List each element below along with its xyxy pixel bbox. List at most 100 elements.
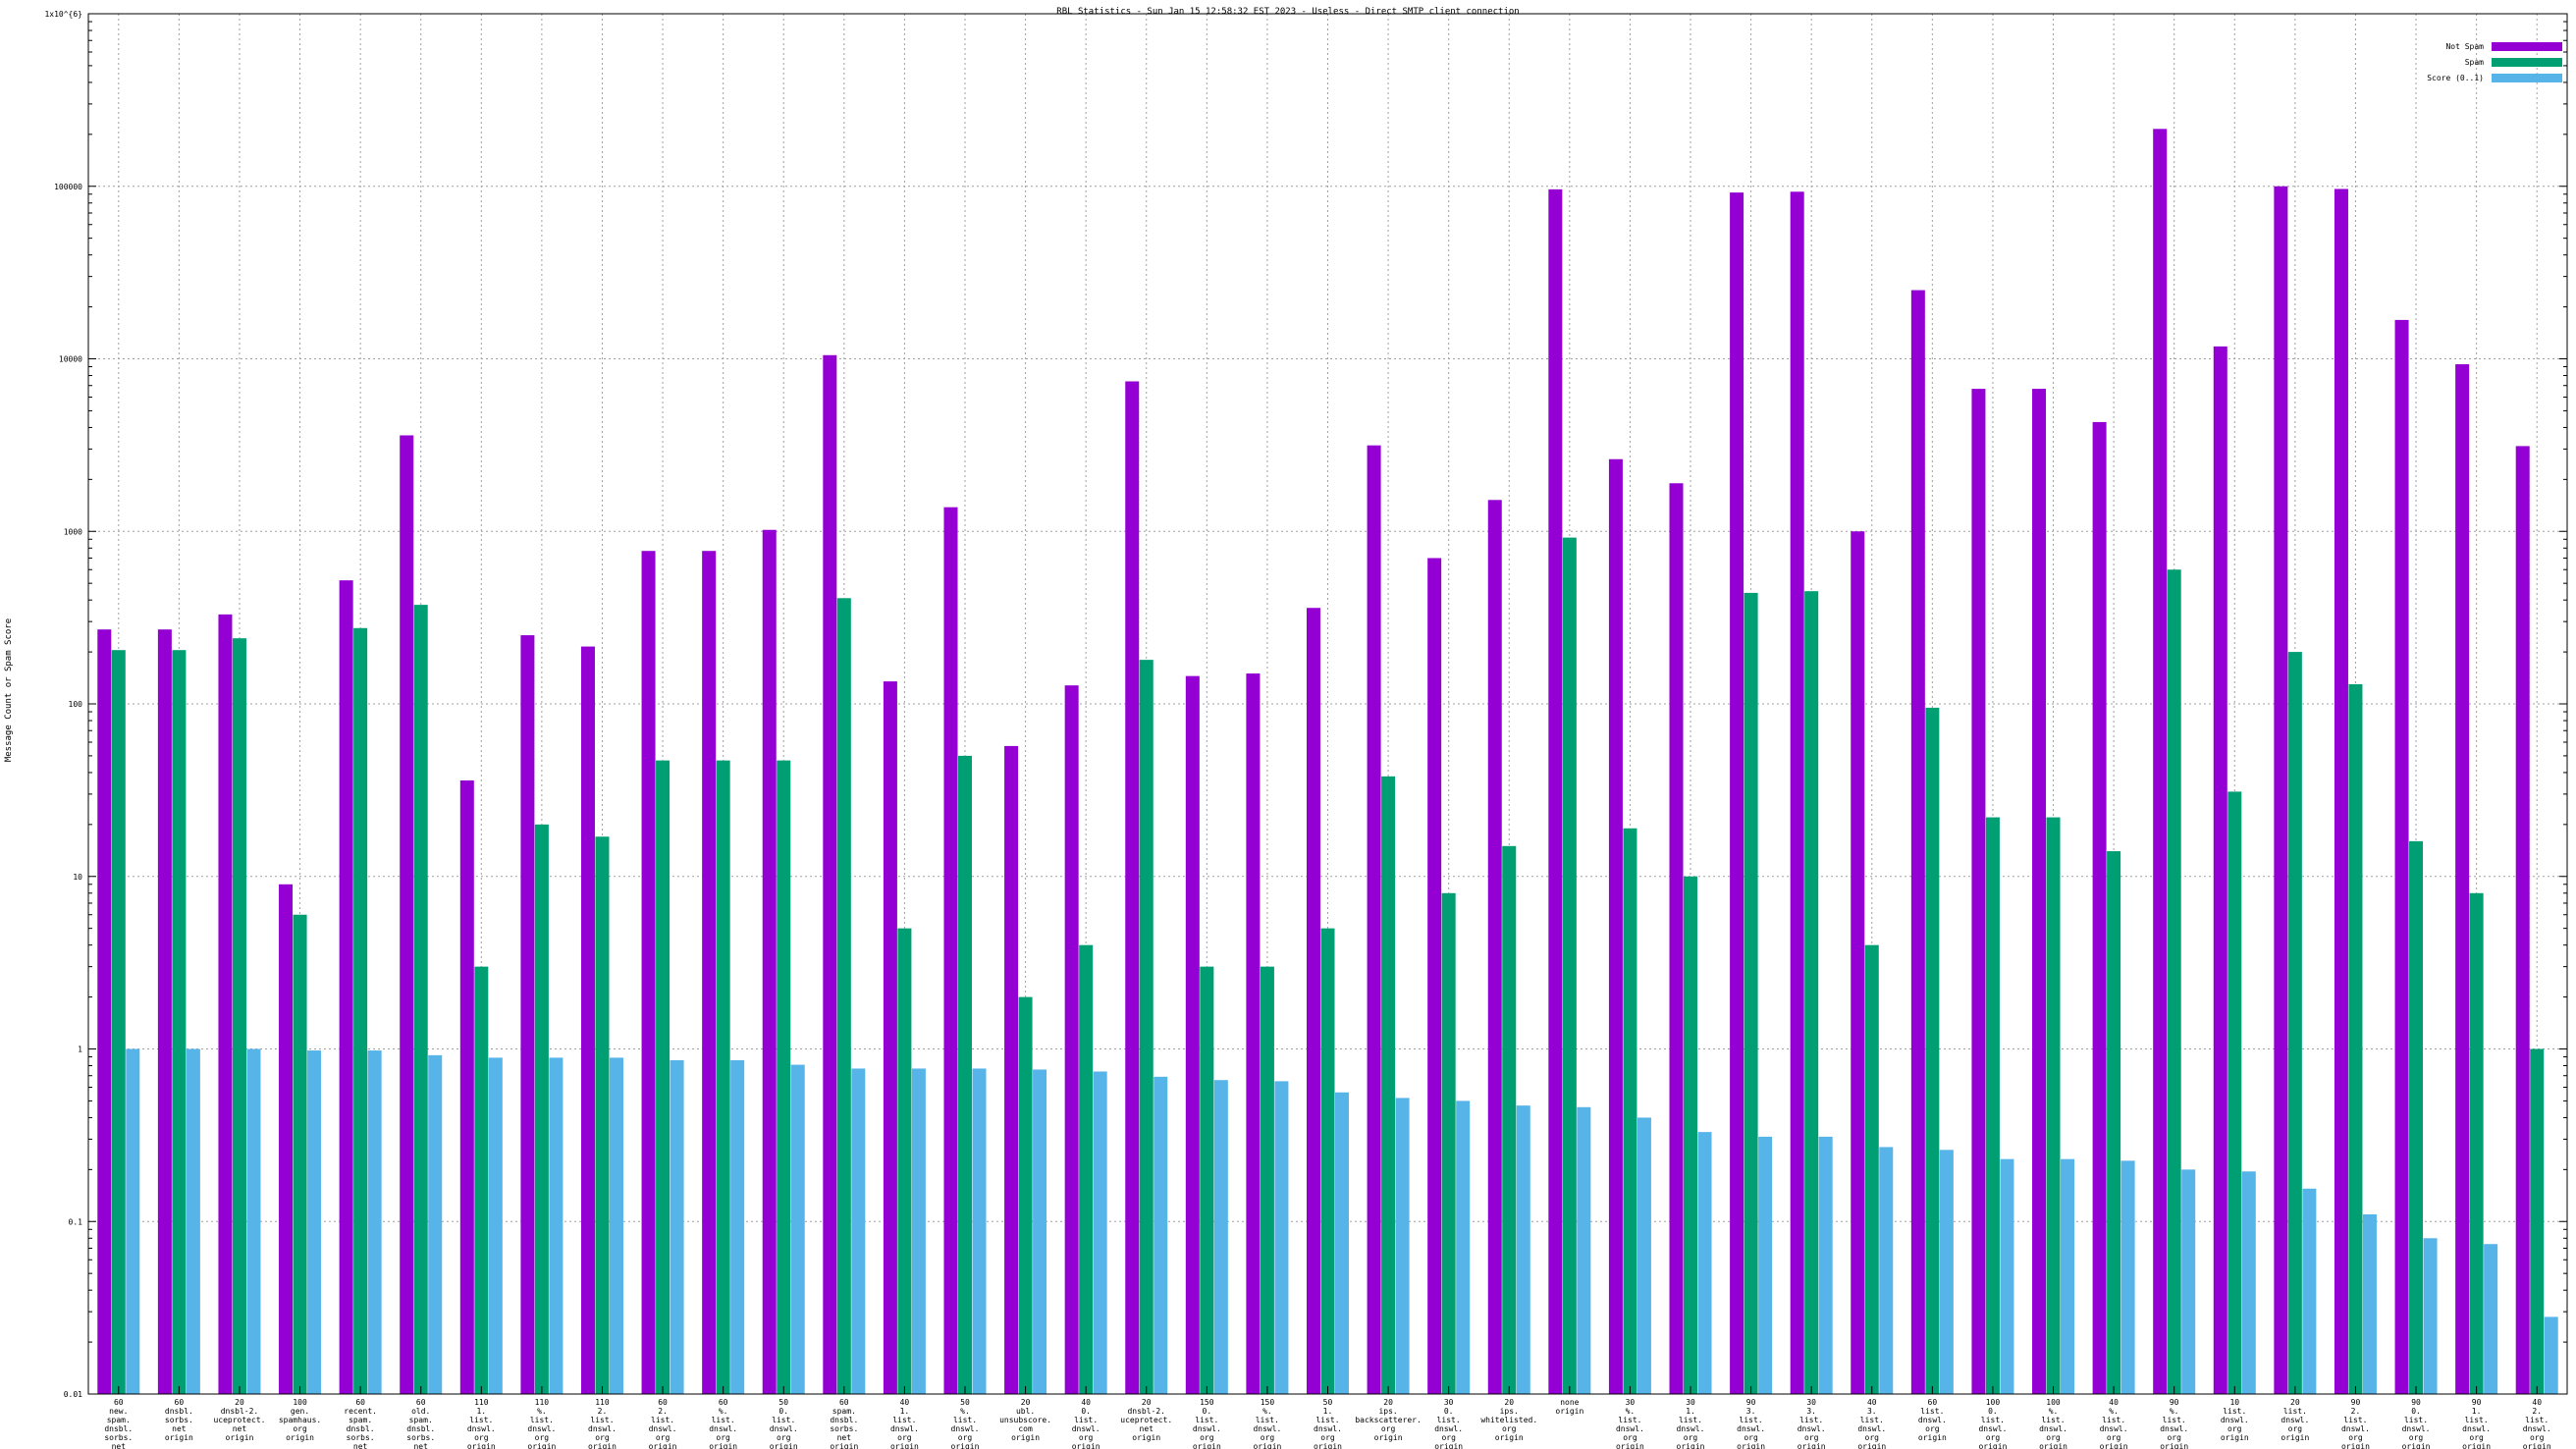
x-tick-label-line: org	[535, 1433, 550, 1442]
x-tick-label-line: org	[1865, 1433, 1880, 1442]
x-tick-label: 40 2. list. dnswl. org origin	[2523, 1398, 2551, 1449]
x-tick-label-line: 60	[1928, 1398, 1938, 1407]
bar-spam	[2348, 683, 2363, 1394]
bar-spam	[656, 760, 671, 1394]
x-tick-label-line: list.	[2465, 1416, 2489, 1424]
x-tick-label-line: 2.	[2351, 1407, 2361, 1416]
x-tick-label-line: origin	[1434, 1442, 1463, 1449]
bar-spam	[2409, 840, 2424, 1394]
x-tick-label-line: %.	[960, 1407, 970, 1416]
x-tick-label-line: 0.	[2411, 1407, 2421, 1416]
bar-score-0-1	[1577, 1106, 1591, 1394]
x-tick-label-line: dnsbl.	[104, 1424, 133, 1433]
x-tick-label-line: origin	[2402, 1442, 2431, 1449]
bar-not-spam	[1185, 675, 1200, 1394]
x-tick-label-line: net	[112, 1442, 127, 1449]
x-tick-label-line: dnsbl.	[165, 1407, 193, 1416]
bar-not-spam	[1548, 188, 1563, 1394]
chart-title: RBL Statistics - Sun Jan 15 12:58:32 EST…	[1056, 7, 1519, 17]
x-tick-label: 150%. list. dnswl. org origin	[1253, 1398, 1281, 1449]
bar-spam	[1985, 817, 2000, 1394]
bar-not-spam	[883, 681, 897, 1394]
x-tick-label: 110 1. list. dnswl. org origin	[467, 1398, 496, 1449]
x-tick-label-line: 20	[1383, 1398, 1393, 1407]
bar-not-spam	[1669, 483, 1684, 1395]
x-tick-label-line: dnswl.	[2462, 1424, 2491, 1433]
x-tick-label-line: org	[2288, 1424, 2303, 1433]
x-tick-label-line: origin	[1737, 1442, 1765, 1449]
x-tick-label-line: %.	[2049, 1407, 2059, 1416]
bar-spam	[293, 914, 307, 1394]
x-tick-label: 90 2. list. dnswl. org origin	[2341, 1398, 2370, 1449]
x-tick-label-line: list.	[590, 1416, 614, 1424]
bar-score-0-1	[1154, 1076, 1168, 1394]
x-tick-label-line: 2.	[658, 1407, 668, 1416]
x-tick-label-line: origin	[1193, 1442, 1221, 1449]
x-tick-label-line: org	[1261, 1433, 1275, 1442]
bar-score-0-1	[1093, 1071, 1107, 1394]
x-tick-label-line: org	[2530, 1433, 2545, 1442]
x-tick-label-line: org	[1079, 1433, 1094, 1442]
x-tick-label-line: dnswl.	[1978, 1424, 2007, 1433]
x-tick-label-line: 3.	[1746, 1407, 1756, 1416]
x-tick-label-line: org	[1986, 1433, 2001, 1442]
bar-spam	[716, 760, 730, 1394]
x-tick-label-line: origin	[890, 1442, 919, 1449]
x-tick-label-line: 10	[2229, 1398, 2239, 1407]
bar-score-0-1	[1637, 1117, 1651, 1394]
bar-not-spam	[943, 507, 958, 1394]
x-tick-label-line: origin	[1495, 1433, 1524, 1442]
x-tick-label-line: 90	[2351, 1398, 2361, 1407]
x-tick-label-line: dnsbl-2.	[221, 1407, 259, 1416]
bar-spam	[413, 605, 428, 1394]
x-tick-label-line: origin	[1918, 1433, 1947, 1442]
bar-spam	[1079, 944, 1094, 1394]
bar-score-0-1	[488, 1057, 503, 1394]
bar-score-0-1	[1274, 1081, 1289, 1394]
bar-not-spam	[702, 551, 717, 1394]
x-tick-label-line: dnswl.	[1616, 1424, 1644, 1433]
x-tick-label-line: org	[716, 1433, 730, 1442]
x-tick-label-line: dnswl.	[527, 1424, 556, 1433]
x-tick-label: 60 2. list. dnswl. org origin	[649, 1398, 677, 1449]
x-tick-label-line: 60	[658, 1398, 668, 1407]
x-tick-label-line: list.	[772, 1416, 795, 1424]
x-tick-label-line: org	[2469, 1433, 2484, 1442]
bar-spam	[2530, 1048, 2545, 1394]
x-tick-label-line: org	[2227, 1424, 2242, 1433]
x-tick-label-line: dnswl.	[1677, 1424, 1705, 1433]
bar-spam	[474, 966, 489, 1394]
x-tick-label: 90 0. list. dnswl. org origin	[2402, 1398, 2431, 1449]
x-tick-label-line: dnswl.	[770, 1424, 798, 1433]
x-tick-label-line: 40	[900, 1398, 910, 1407]
x-tick-label: 60%. list. dnswl. org origin	[709, 1398, 737, 1449]
x-tick-label: 100%. list. dnswl. org origin	[2039, 1398, 2067, 1449]
x-tick-label-line: dnswl.	[1918, 1416, 1947, 1424]
x-tick-label-line: net	[413, 1442, 428, 1449]
x-tick-label-line: 50	[1323, 1398, 1333, 1407]
x-tick-label-line: dnsbl.	[830, 1416, 858, 1424]
x-tick-label-line: origin	[1072, 1442, 1100, 1449]
x-tick-label-line: 90	[1746, 1398, 1756, 1407]
bar-not-spam	[1246, 673, 1261, 1394]
x-tick-label-line: 2.	[598, 1407, 608, 1416]
x-tick-label-line: net	[1140, 1424, 1154, 1433]
bar-spam	[957, 755, 972, 1394]
x-tick-label: 20 list. dnswl. org origin	[2281, 1398, 2309, 1442]
x-tick-label-line: dnswl.	[1798, 1424, 1826, 1433]
y-tick-label: 0.01	[64, 1390, 82, 1399]
bar-spam	[232, 638, 246, 1394]
x-tick-label-line: ips.	[1500, 1407, 1519, 1416]
x-tick-label-line: %.	[2170, 1407, 2179, 1416]
x-tick-label-line: 40	[2109, 1398, 2119, 1407]
bar-spam	[2469, 892, 2484, 1394]
x-tick-label-line: 20	[1504, 1398, 1514, 1407]
x-tick-label-line: origin	[2523, 1442, 2551, 1449]
x-tick-label-line: 0.	[778, 1407, 788, 1416]
legend-label: Not Spam	[2445, 42, 2484, 51]
bar-score-0-1	[1335, 1092, 1349, 1394]
x-tick-label-line: 1.	[900, 1407, 910, 1416]
x-tick-label-line: dnswl.	[1314, 1424, 1342, 1433]
x-tick-label-line: unsubscore.	[999, 1416, 1051, 1424]
